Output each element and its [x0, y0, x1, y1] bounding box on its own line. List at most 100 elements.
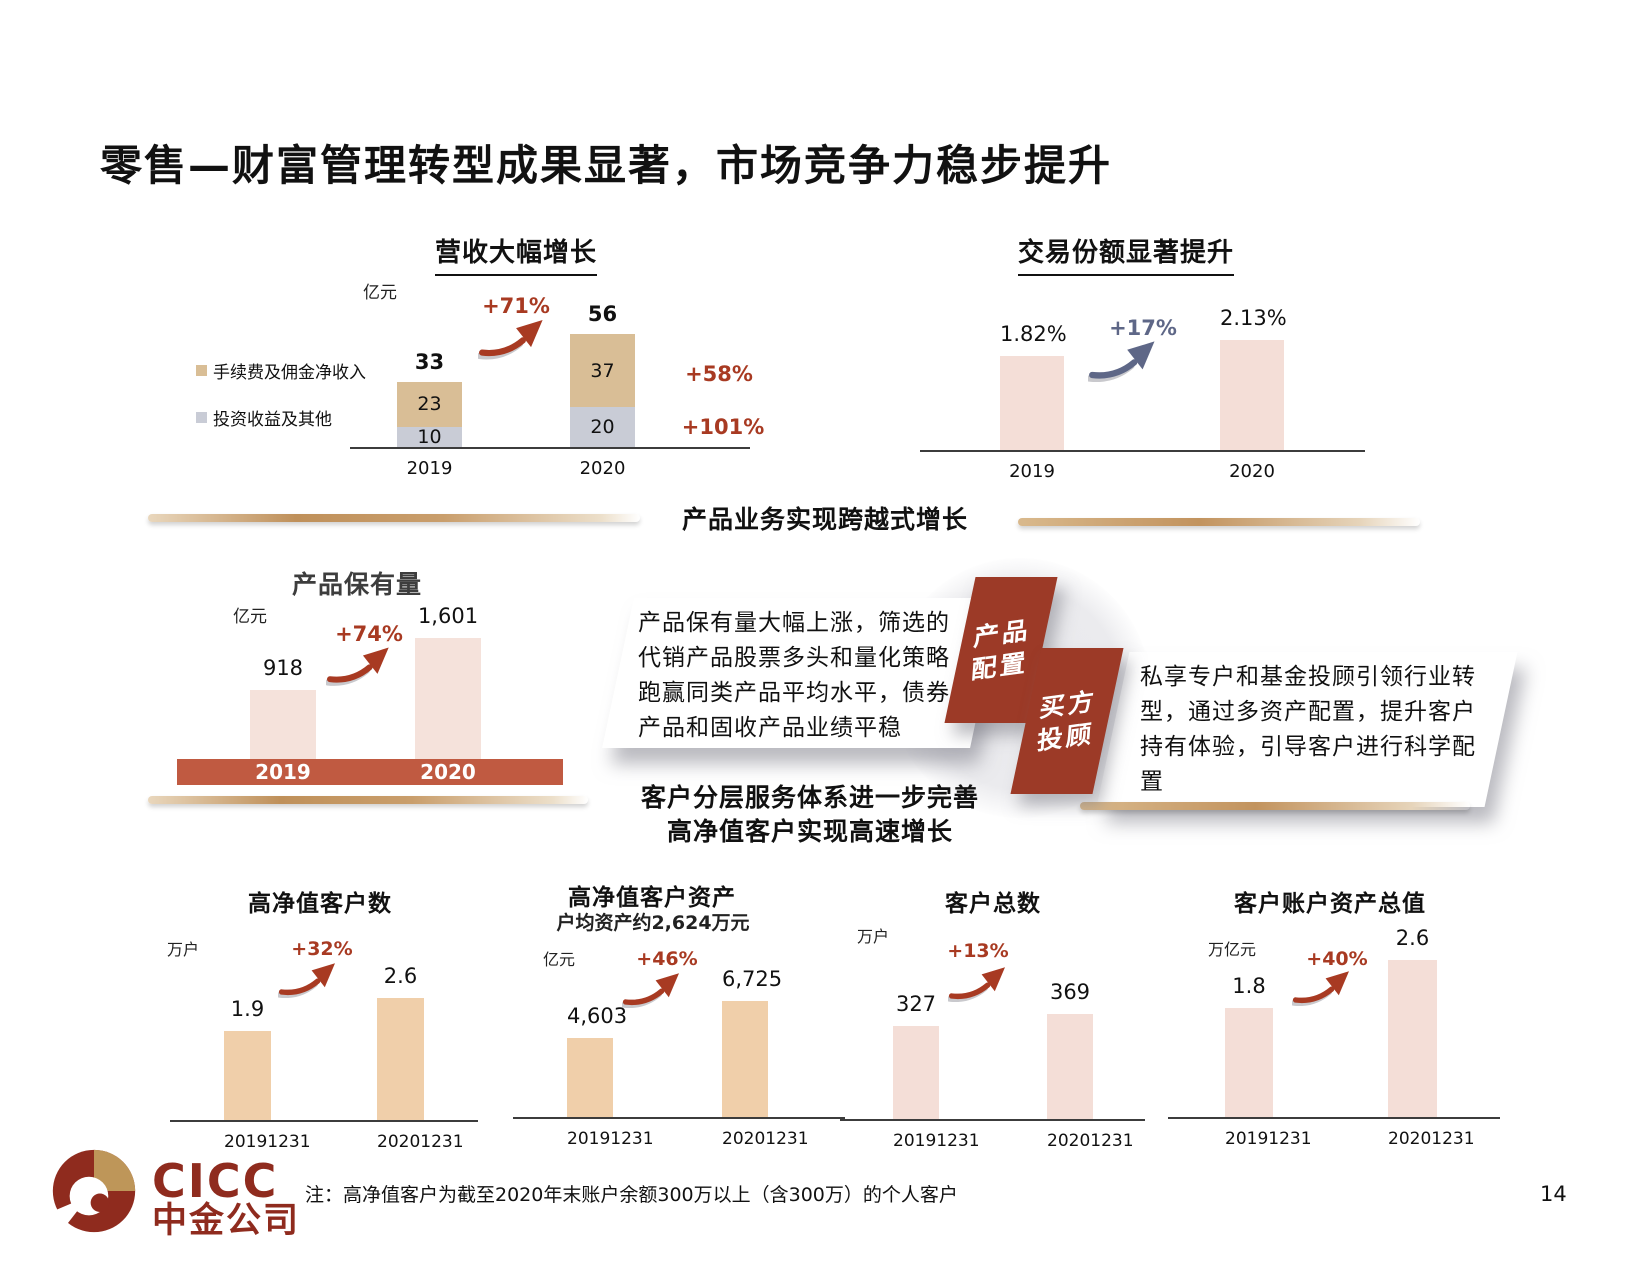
x-label: 20201231	[1047, 1131, 1134, 1151]
growth-arrow-icon	[326, 647, 389, 686]
x-label: 2020	[1229, 461, 1275, 482]
x-label: 2020	[420, 760, 476, 784]
chart-total-clients-plot: 327 20191231 369 20201231	[840, 960, 1145, 1151]
legend-swatch-gray-icon	[196, 412, 207, 423]
chart-revenue-legend: 手续费及佣金净收入 投资收益及其他	[196, 358, 366, 452]
bar-2020: 6,725 20201231	[722, 967, 809, 1149]
growth-label-investment: +101%	[681, 415, 765, 439]
bar-total-label: 33	[414, 349, 445, 374]
bar-value-label: 1.9	[230, 996, 265, 1021]
chart-holdings-unit: 亿元	[233, 607, 267, 627]
chart-hnw-count-plot: 1.9 20191231 2.6 20201231	[170, 960, 478, 1152]
growth-label-holdings: +74%	[335, 622, 403, 646]
legend-item: 投资收益及其他	[196, 405, 366, 430]
growth-label-share: +17%	[1109, 316, 1177, 340]
bar-2020: 369 20201231	[1047, 980, 1134, 1151]
legend-label: 手续费及佣金净收入	[213, 363, 366, 383]
bar-segment-commission: 23	[397, 381, 462, 428]
bar-value-label: 2.6	[1395, 926, 1430, 950]
brand-name-cn: 中金公司	[152, 1201, 301, 1241]
bar-2019: 327 20191231	[893, 992, 980, 1151]
brand-name-en: CICC	[152, 1154, 279, 1208]
unit-label: 万户	[167, 940, 200, 959]
bar-2019: 1.8 20191231	[1225, 974, 1312, 1149]
chart-revenue-unit: 亿元	[363, 283, 397, 303]
x-label: 20191231	[224, 1132, 311, 1152]
growth-label-revenue: +71%	[482, 294, 550, 318]
chart-hnw-assets-subtitle: 户均资产约2,624万元	[556, 912, 750, 934]
bar-segment-investment: 10	[397, 427, 462, 447]
bar-value-label: 1.82%	[1000, 322, 1067, 347]
growth-arrow-icon	[278, 963, 335, 998]
growth-label: +40%	[1306, 948, 1368, 970]
bar-value-label: 6,725	[722, 967, 783, 991]
chart-total-clients-title: 客户总数	[945, 891, 1041, 917]
stacked-bar-2020: 56 37 20 2020	[570, 302, 635, 479]
bar-2019: 1.82% 2019	[1000, 322, 1067, 482]
growth-label: +13%	[947, 940, 1009, 962]
bar-value-label: 1,601	[417, 604, 479, 628]
x-label: 2019	[255, 760, 311, 784]
callout-advisor-text: 私享专户和基金投顾引领行业转型，通过多资产配置，提升客户持有体验，引导客户进行科…	[1140, 664, 1476, 795]
growth-label: +32%	[291, 938, 353, 960]
bar-value-label: 327	[895, 991, 937, 1016]
page-title: 零售—财富管理转型成果显著，市场竞争力稳步提升	[100, 141, 1113, 190]
bar-2019: 918	[250, 656, 316, 759]
chart-hnw-assets-plot: 4,603 20191231 6,725 20201231	[513, 960, 845, 1149]
bar-2019: 1.9 20191231	[224, 997, 311, 1152]
chart-total-assets-title: 客户账户资产总值	[1234, 891, 1426, 917]
page-number: 14	[1540, 1182, 1567, 1206]
unit-label: 万户	[857, 927, 890, 946]
chart-hnw-count-title: 高净值客户数	[248, 891, 392, 917]
legend-label: 投资收益及其他	[213, 410, 332, 430]
cicc-logo-icon	[52, 1149, 136, 1233]
growth-arrow-icon	[622, 973, 679, 1008]
chart-revenue-title: 营收大幅增长	[366, 232, 666, 276]
unit-label: 万亿元	[1208, 940, 1257, 959]
bar-value-label: 2.6	[383, 964, 418, 988]
bar-value-label: 4,603	[567, 1003, 628, 1028]
growth-arrow-icon	[1292, 971, 1349, 1006]
growth-arrow-icon	[478, 319, 543, 360]
growth-arrow-icon	[948, 967, 1005, 1002]
legend-swatch-tan-icon	[196, 365, 207, 376]
x-label: 20201231	[1388, 1129, 1475, 1149]
bar-value-label: 918	[262, 655, 304, 680]
x-label: 2019	[1009, 461, 1055, 482]
divider-right	[1080, 802, 1470, 810]
chart-holdings-axis-band: 2019 2020	[177, 759, 563, 785]
callout-product-text: 产品保有量大幅上涨，筛选的代销产品股票多头和量化策略跑赢同类产品平均水平，债券产…	[638, 610, 950, 741]
chart-share-plot: 1.82% 2019 2.13% 2020	[920, 300, 1365, 482]
legend-item: 手续费及佣金净收入	[196, 358, 366, 383]
section1-title: 产品业务实现跨越式增长	[681, 505, 969, 534]
x-label: 20201231	[722, 1129, 809, 1149]
bar-2020: 2.6 20201231	[1388, 926, 1475, 1149]
unit-label: 亿元	[543, 950, 576, 969]
tag-line: 配置	[970, 648, 1030, 685]
section2-title-line1: 客户分层服务体系进一步完善	[640, 783, 980, 812]
bar-2020: 2.6 20201231	[377, 964, 464, 1152]
divider-right	[1018, 518, 1420, 526]
bar-value-label: 369	[1049, 980, 1091, 1004]
stacked-bar-2019: 33 23 10 2019	[397, 350, 462, 479]
x-label: 20201231	[377, 1132, 464, 1152]
chart-holdings-plot: 918 1,601	[177, 604, 563, 759]
bar-value-label: 1.8	[1232, 974, 1266, 999]
footnote: 注：高净值客户为截至2020年末账户余额300万以上（含300万）的个人客户	[305, 1184, 958, 1206]
section2-title-line2: 高净值客户实现高速增长	[666, 817, 954, 846]
x-label: 2019	[406, 458, 453, 479]
x-label: 20191231	[1225, 1129, 1312, 1149]
chart-holdings-title: 产品保有量	[291, 570, 422, 599]
divider-left	[148, 514, 640, 522]
bar-2019: 4,603 20191231	[567, 1004, 654, 1149]
bar-value-label: 2.13%	[1220, 306, 1287, 330]
x-label: 20191231	[893, 1131, 980, 1151]
chart-hnw-assets-title: 高净值客户资产	[568, 885, 736, 911]
bar-2020: 1,601	[415, 604, 481, 759]
chart-revenue-plot: 33 23 10 2019 56 37 20 2020	[350, 300, 750, 479]
x-label: 2020	[579, 458, 626, 479]
growth-label: +46%	[636, 948, 698, 970]
divider-left	[148, 796, 588, 804]
chart-share-title: 交易份额显著提升	[976, 232, 1276, 276]
